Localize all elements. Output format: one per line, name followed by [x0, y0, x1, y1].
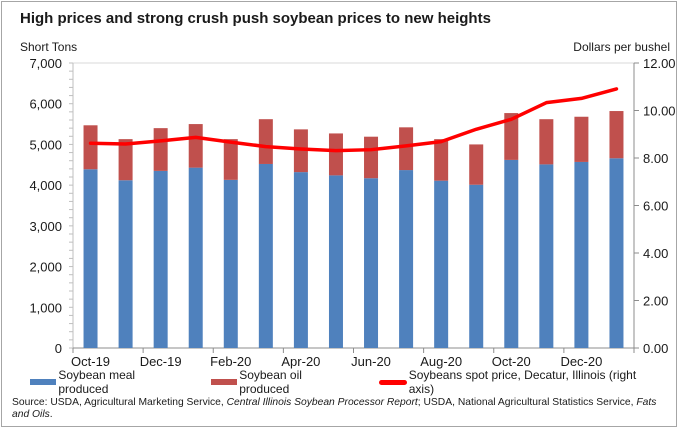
x-tick-label: Oct-19	[71, 354, 110, 369]
y-tick-label-left: 4,000	[29, 178, 62, 193]
x-tick-label: Dec-19	[140, 354, 182, 369]
x-tick-label: Dec-20	[560, 354, 602, 369]
y-tick-label-left: 1,000	[29, 300, 62, 315]
source-italic-1: Central Illinois Soybean Processor Repor…	[226, 397, 418, 408]
bar-oil	[539, 119, 554, 165]
y-tick-label-right: 6.00	[643, 199, 668, 214]
price-line	[88, 87, 619, 153]
y-tick-label-right: 2.00	[643, 294, 668, 309]
x-tick-label: Oct-20	[492, 354, 531, 369]
bar-meal	[574, 161, 589, 348]
bars	[83, 111, 624, 348]
bar-oil	[258, 119, 273, 164]
y-tick-label-right: 12.00	[643, 56, 676, 71]
bar-meal	[539, 164, 554, 348]
x-tick-label: Aug-20	[420, 354, 462, 369]
bar-meal	[258, 163, 273, 348]
bar-oil	[609, 111, 624, 159]
bar-meal	[434, 180, 449, 348]
legend-item-oil: Soybean oil produced	[210, 368, 349, 396]
bar-meal	[504, 159, 519, 348]
bar-meal	[328, 175, 343, 348]
legend-label-oil: Soybean oil produced	[239, 368, 302, 396]
bar-meal	[118, 180, 133, 348]
legend-swatch-oil	[210, 379, 238, 385]
y-tick-label-left: 7,000	[29, 56, 62, 71]
y-tick-label-right: 8.00	[643, 151, 668, 166]
y-tick-label-left: 5,000	[29, 137, 62, 152]
bar-meal	[153, 170, 168, 348]
bar-meal	[188, 167, 203, 348]
source-note: Source: USDA, Agricultural Marketing Ser…	[12, 397, 672, 421]
bar-oil	[574, 116, 589, 162]
axis-labels: 0 1,000 2,000 3,000 4,000 5,000 6,000 7,000 0.00…	[29, 56, 675, 369]
source-suffix: .	[49, 409, 53, 420]
legend-swatch-price	[378, 379, 407, 385]
bar-meal	[83, 169, 98, 348]
y-axis-label-right: Dollars per bushel	[573, 40, 670, 54]
legend-item-price: Soybeans spot price, Decatur, Illinois (…	[378, 368, 650, 396]
bar-oil	[364, 136, 379, 179]
bar-meal	[399, 170, 414, 348]
bar-oil	[328, 133, 343, 176]
legend-swatch-meal	[30, 379, 57, 385]
y-tick-label-left: 6,000	[29, 97, 62, 112]
y-tick-label-left: 0	[55, 341, 62, 356]
bar-oil	[469, 144, 484, 185]
bar-oil	[188, 124, 203, 168]
y-tick-label-right: 4.00	[643, 246, 668, 261]
y-tick-label-left: 3,000	[29, 219, 62, 234]
bar-oil	[399, 127, 414, 171]
bar-oil	[434, 139, 449, 181]
price-line-path	[88, 87, 619, 153]
bar-oil	[504, 113, 519, 160]
source-prefix: Source: USDA, Agricultural Marketing Ser…	[12, 397, 227, 408]
legend-label-meal: Soybean meal produced	[58, 368, 136, 396]
bar-meal	[609, 158, 624, 348]
source-middle: ; USDA, National Agricultural Statistics…	[417, 397, 637, 408]
bar-oil	[293, 129, 308, 173]
bar-meal	[223, 179, 238, 348]
legend: Soybean meal produced Soybean oil produc…	[30, 368, 680, 396]
x-tick-label: Feb-20	[210, 354, 251, 369]
y-tick-label-left: 2,000	[29, 260, 62, 275]
bar-meal	[469, 184, 484, 348]
legend-label-price: Soybeans spot price, Decatur, Illinois (…	[408, 368, 637, 396]
bar-meal	[364, 178, 379, 348]
bar-oil	[118, 139, 133, 181]
chart-title: High prices and strong crush push soybea…	[20, 10, 491, 27]
y-tick-label-right: 10.00	[643, 104, 676, 119]
source-italic-2: Fats and Oils	[12, 397, 657, 420]
y-axis-label-left: Short Tons	[20, 40, 78, 54]
x-tick-label: Apr-20	[281, 354, 320, 369]
x-tick-label: Jun-20	[351, 354, 391, 369]
bar-meal	[293, 172, 308, 348]
legend-item-meal: Soybean meal produced	[30, 368, 181, 396]
y-tick-label-right: 0.00	[643, 341, 668, 356]
bar-oil	[83, 125, 98, 170]
bar-oil	[153, 128, 168, 171]
bar-oil	[223, 139, 238, 180]
